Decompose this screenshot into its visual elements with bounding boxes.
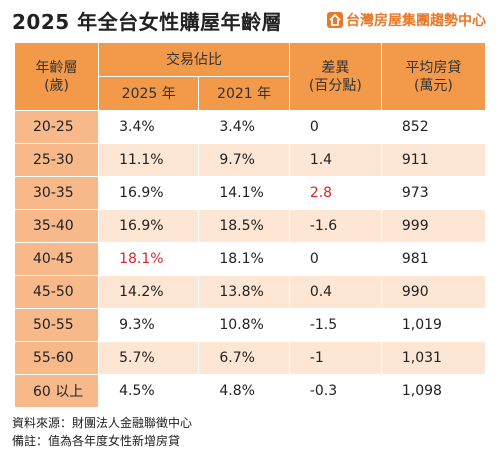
table-row: 30-35 16.9% 14.1% 2.8 973 [13, 176, 487, 210]
header-cell: 平均房貸 (萬元) [380, 42, 487, 111]
value-cell: 13.8% [198, 275, 290, 309]
value-cell: 973 [380, 176, 487, 210]
value-cell: 4.8% [198, 374, 290, 408]
value-cell: 18.1% [198, 242, 290, 276]
header-text: (歲) [44, 77, 70, 94]
note: 備註：值為各年度女性新增房貸 [12, 434, 181, 448]
value-cell: 990 [380, 275, 487, 309]
age-cell: 45-50 [13, 275, 100, 309]
value-cell: 1.4 [288, 143, 382, 177]
header-cell: 2021 年 [198, 76, 290, 111]
value-cell: 3.4% [198, 110, 290, 144]
header-text: 差異 [321, 59, 350, 76]
value-cell: 10.8% [198, 308, 290, 342]
value-cell: 16.9% [98, 176, 200, 210]
value-cell: -0.3 [288, 374, 382, 408]
table-row: 25-30 11.1% 9.7% 1.4 911 [13, 143, 487, 177]
value-cell: 9.3% [98, 308, 200, 342]
age-cell: 30-35 [13, 176, 100, 210]
age-cell: 60 以上 [13, 374, 100, 408]
header-cell: 年齡層 (歲) [13, 42, 100, 111]
age-cell: 55-60 [13, 341, 100, 375]
value-cell: 1,098 [380, 374, 487, 408]
value-cell: 1,019 [380, 308, 487, 342]
value-cell: 1,031 [380, 341, 487, 375]
title: 2025 年全台女性購屋年齡層 [12, 10, 283, 34]
value-cell: 6.7% [198, 341, 290, 375]
value-cell: 2.8 [288, 176, 382, 210]
logo-text: 台灣房屋集團趨勢中心 [346, 13, 486, 29]
value-cell: 14.1% [198, 176, 290, 210]
header-cell: 交易佔比 [98, 42, 290, 77]
logo: 台灣房屋集團趨勢中心 [327, 10, 486, 30]
age-cell: 50-55 [13, 308, 100, 342]
logo-icon [327, 12, 343, 28]
value-cell: -1 [288, 341, 382, 375]
age-cell: 25-30 [13, 143, 100, 177]
value-cell: -1.6 [288, 209, 382, 243]
table-row: 35-40 16.9% 18.5% -1.6 999 [13, 209, 487, 243]
value-cell: 999 [380, 209, 487, 243]
value-cell: 4.5% [98, 374, 200, 408]
age-cell: 35-40 [13, 209, 100, 243]
header-text: 年齡層 [35, 59, 78, 76]
value-cell: 11.1% [98, 143, 200, 177]
value-cell: -1.5 [288, 308, 382, 342]
value-cell: 18.5% [198, 209, 290, 243]
table-row: 20-25 3.4% 3.4% 0 852 [13, 110, 487, 144]
value-cell: 5.7% [98, 341, 200, 375]
age-cell: 20-25 [13, 110, 100, 144]
header-text: 平均房貸 [405, 59, 462, 76]
header-text: (萬元) [413, 77, 453, 94]
table-body: 20-25 3.4% 3.4% 0 852 25-30 11.1% 9.7% 1.4 911 30-… [13, 110, 487, 408]
header-text: (百分點) [308, 77, 362, 94]
value-cell: 911 [380, 143, 487, 177]
value-cell: 0 [288, 110, 382, 144]
age-cell: 40-45 [13, 242, 100, 276]
table-row: 60 以上 4.5% 4.8% -0.3 1,098 [13, 374, 487, 408]
value-cell: 14.2% [98, 275, 200, 309]
value-cell: 16.9% [98, 209, 200, 243]
value-cell: 0 [288, 242, 382, 276]
table-row: 40-45 18.1% 18.1% 0 981 [13, 242, 487, 276]
value-cell: 852 [380, 110, 487, 144]
table: 年齡層 (歲) 交易佔比 差異 (百分點) 平均房貸 (萬元) 2025 年 2021… [13, 42, 487, 408]
value-cell: 3.4% [98, 110, 200, 144]
table-row: 50-55 9.3% 10.8% -1.5 1,019 [13, 308, 487, 342]
value-cell: 981 [380, 242, 487, 276]
value-cell: 0.4 [288, 275, 382, 309]
value-cell: 9.7% [198, 143, 290, 177]
value-cell: 18.1% [98, 242, 200, 276]
table-row: 55-60 5.7% 6.7% -1 1,031 [13, 341, 487, 375]
source: 資料來源：財團法人金融聯徵中心 [12, 416, 193, 430]
header-cell: 2025 年 [98, 76, 200, 111]
table-row: 45-50 14.2% 13.8% 0.4 990 [13, 275, 487, 309]
header-cell: 差異 (百分點) [288, 42, 382, 111]
